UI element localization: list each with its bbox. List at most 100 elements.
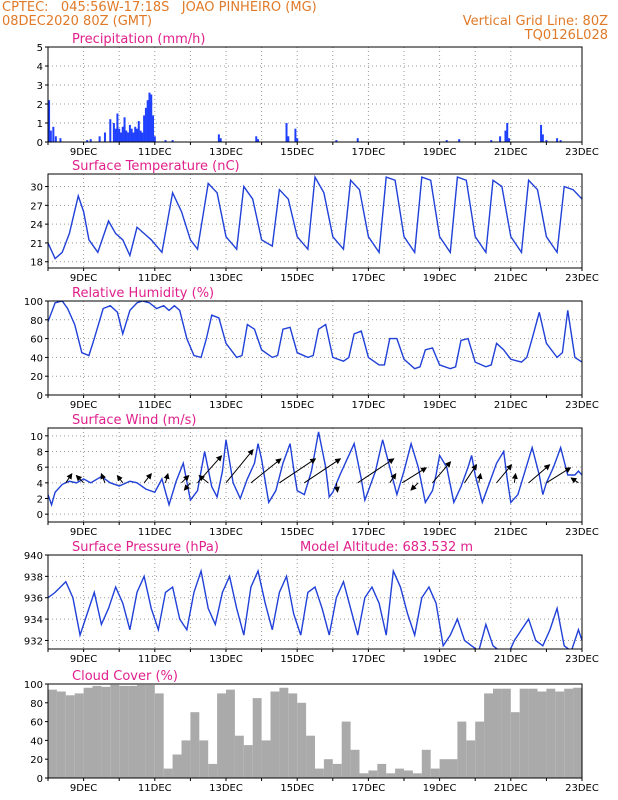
y-tick-label: 1	[37, 119, 43, 130]
wind-arrow	[528, 464, 551, 484]
bar	[134, 126, 137, 142]
bar	[190, 712, 200, 778]
bar	[359, 773, 369, 778]
series-pressure	[48, 568, 582, 649]
bar	[118, 128, 121, 142]
bar	[499, 136, 502, 142]
plot-frame	[47, 173, 583, 269]
x-tick-label: 19DEC	[423, 273, 457, 284]
wind-arrow	[100, 472, 107, 484]
bar	[564, 688, 574, 778]
series-wind	[48, 431, 582, 508]
bar	[368, 770, 378, 778]
y-tick-label: 100	[24, 680, 43, 691]
bar	[125, 130, 128, 142]
bar	[101, 686, 111, 778]
bar	[136, 128, 138, 142]
x-tick-label: 15DEC	[280, 273, 314, 284]
bar	[296, 138, 299, 142]
bar	[294, 128, 297, 142]
bar	[127, 132, 130, 142]
bar	[217, 134, 220, 142]
wind-arrow	[333, 482, 340, 493]
plot-frame	[47, 427, 583, 523]
y-tick-label: 932	[24, 636, 43, 647]
y-tick-label: 934	[24, 615, 43, 626]
wind-arrow	[401, 467, 428, 484]
bar	[287, 136, 290, 142]
run-date: 08DEC2020 80Z (GMT)	[2, 14, 153, 29]
wind-arrow	[143, 473, 152, 484]
bar	[130, 128, 133, 142]
x-tick-label: 23DEC	[565, 400, 599, 411]
y-tick-label: 0	[37, 774, 43, 785]
x-tick-label: 19DEC	[423, 783, 457, 794]
bar	[119, 132, 122, 142]
bar	[132, 132, 135, 142]
bar	[448, 759, 458, 778]
bar	[128, 685, 137, 778]
x-tick-label: 19DEC	[423, 400, 457, 411]
wind-arrow	[116, 474, 124, 484]
x-tick-label: 13DEC	[209, 654, 243, 665]
wind-arrow	[181, 474, 190, 484]
x-tick-label: 11DEC	[138, 783, 172, 794]
y-tick-label: 5	[37, 43, 43, 54]
plot-frame	[47, 300, 583, 396]
wind-arrow	[304, 458, 342, 484]
x-tick-label: 21DEC	[494, 400, 528, 411]
wind-arrow	[511, 472, 518, 483]
bar	[508, 138, 511, 142]
panel-title: Surface Pressure (hPa)	[72, 540, 219, 555]
y-tick-label: 30	[30, 183, 43, 194]
x-tick-label: 17DEC	[352, 783, 386, 794]
bar	[54, 136, 57, 142]
bar	[528, 688, 538, 778]
x-tick-label: 15DEC	[280, 654, 314, 665]
x-tick-label: 23DEC	[565, 147, 599, 158]
wind-arrow	[225, 449, 254, 484]
x-tick-label: 15DEC	[280, 400, 314, 411]
x-tick-label: 21DEC	[494, 273, 528, 284]
station-header: CPTEC: 045:56W-17:18S JOAO PINHEIRO (MG)	[2, 0, 317, 15]
bar	[114, 128, 117, 142]
bar	[323, 759, 333, 778]
wind-arrow	[389, 473, 397, 484]
panel-title: Precipitation (mm/h)	[72, 32, 205, 47]
bar	[377, 763, 387, 778]
bar	[150, 94, 153, 142]
panel-title: Surface Temperature (nC)	[72, 159, 240, 174]
model-altitude: Model Altitude: 683.532 m	[300, 540, 473, 555]
bar	[335, 140, 338, 142]
bar	[332, 763, 342, 778]
wind-arrow	[410, 482, 419, 491]
bar	[98, 136, 101, 142]
bar	[297, 702, 307, 778]
x-tick-label: 9DEC	[70, 783, 97, 794]
bar	[65, 695, 75, 778]
x-tick-label: 21DEC	[494, 783, 528, 794]
y-tick-label: 936	[24, 594, 43, 605]
panel-wind: 0 2 4 6 8 10 9DEC 11DEC 13DEC 15DEC 17DEC 19DEC 21DE…	[30, 413, 599, 538]
bar	[404, 770, 413, 778]
bar	[519, 688, 529, 778]
bar	[270, 691, 280, 778]
bar	[430, 768, 440, 778]
y-tick-label: 4	[37, 479, 43, 490]
bar	[445, 140, 448, 142]
series-precipitation	[48, 92, 562, 142]
bar	[457, 721, 467, 778]
bar	[52, 126, 55, 142]
y-tick-label: 0	[37, 138, 43, 149]
bar	[199, 740, 209, 778]
bar	[546, 688, 556, 778]
series-line	[48, 174, 582, 260]
series-humidity	[48, 301, 582, 370]
x-tick-label: 13DEC	[209, 527, 243, 538]
model-id: TQ0126L028	[524, 28, 608, 43]
panel-temperature: 18 21 24 27 30 9DEC 11DEC 13DEC 15DEC 17DEC 19DEC 2…	[30, 159, 599, 284]
x-tick-label: 11DEC	[138, 400, 172, 411]
x-tick-label: 11DEC	[138, 273, 172, 284]
bar	[252, 698, 262, 778]
